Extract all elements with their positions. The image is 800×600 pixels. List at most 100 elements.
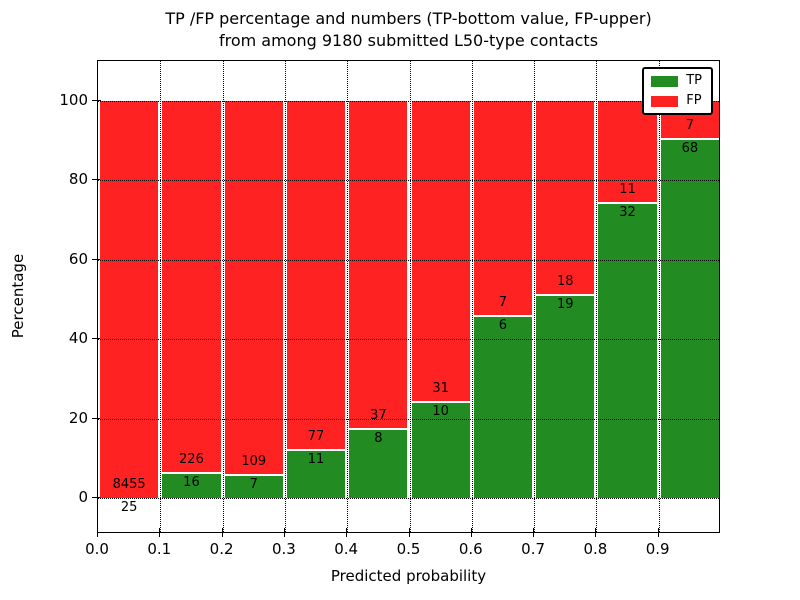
bar-count-label-tp: 8 bbox=[374, 430, 383, 446]
tp-legend-swatch bbox=[651, 75, 679, 87]
vertical-gridline bbox=[471, 61, 473, 532]
x-tick-label: 0.0 bbox=[85, 540, 109, 558]
x-axis-tick bbox=[657, 528, 659, 537]
y-axis-tick bbox=[92, 338, 101, 340]
horizontal-gridline bbox=[98, 498, 719, 500]
x-axis-label: Predicted probability bbox=[330, 567, 487, 585]
x-tick-label: 0.6 bbox=[458, 540, 483, 558]
x-tick-label: 0.5 bbox=[396, 540, 421, 558]
horizontal-gridline bbox=[98, 418, 719, 420]
bar-count-label-fp: 8455 bbox=[112, 477, 146, 493]
bar-segment-fp bbox=[224, 100, 283, 475]
bar-segment-fp bbox=[598, 100, 657, 203]
vertical-gridline bbox=[160, 61, 162, 532]
y-tick-label: 100 bbox=[59, 90, 88, 109]
bar-segment-fp bbox=[473, 100, 533, 315]
bar-segment-tp bbox=[598, 202, 657, 499]
bar-count-label-fp: 18 bbox=[556, 274, 574, 290]
bar-count-label-fp: 31 bbox=[432, 381, 449, 397]
bar-segment-fp bbox=[286, 100, 346, 449]
y-axis-tick bbox=[92, 497, 101, 499]
bar-segment-fp bbox=[162, 100, 221, 472]
bar-segment-tp bbox=[349, 427, 408, 499]
bar-segment-tp bbox=[411, 401, 470, 499]
legend-item-label: FP bbox=[686, 93, 702, 108]
legend: TP FP bbox=[642, 67, 713, 115]
bar-count-label-tp: 25 bbox=[120, 500, 138, 516]
bar-segment-fp bbox=[349, 100, 408, 428]
bar-count-label-fp: 11 bbox=[619, 182, 636, 198]
chart-title-line1: TP /FP percentage and numbers (TP-bottom… bbox=[165, 9, 652, 28]
y-axis-tick bbox=[92, 179, 101, 181]
bar-count-label-fp: 7 bbox=[685, 117, 694, 133]
vertical-gridline bbox=[284, 61, 286, 532]
bar-count-label-tp: 7 bbox=[249, 477, 258, 493]
fp-legend-swatch bbox=[651, 95, 679, 107]
horizontal-gridline bbox=[98, 100, 719, 102]
x-tick-label: 0.7 bbox=[521, 540, 546, 558]
bar-segment-tp bbox=[536, 294, 595, 499]
x-tick-label: 0.3 bbox=[271, 540, 296, 558]
y-tick-label: 80 bbox=[68, 170, 88, 189]
bar-segment-fp bbox=[100, 100, 159, 498]
y-tick-label: 40 bbox=[68, 329, 88, 348]
x-axis-tick bbox=[595, 528, 597, 537]
bar-count-label-tp: 16 bbox=[183, 474, 200, 490]
vertical-gridline bbox=[222, 61, 224, 532]
plot-area: TP FP 8455 25 226 16 109 7 77 11 37 8 31 10 7 6 18 19 11 3… bbox=[97, 60, 720, 533]
chart-title-line2: from among 9180 submitted L50-type conta… bbox=[218, 31, 599, 50]
legend-item: FP bbox=[651, 94, 702, 108]
horizontal-gridline bbox=[98, 180, 719, 182]
y-tick-label: 20 bbox=[68, 408, 88, 427]
x-axis-tick bbox=[408, 528, 410, 537]
x-tick-label: 0.8 bbox=[583, 540, 608, 558]
bar-count-label-tp: 68 bbox=[681, 140, 699, 156]
y-axis-tick bbox=[92, 417, 101, 419]
bar-count-label-tp: 11 bbox=[307, 451, 325, 467]
x-tick-label: 0.2 bbox=[209, 540, 234, 558]
x-axis-tick bbox=[159, 528, 161, 537]
bar-count-label-fp: 77 bbox=[307, 428, 325, 444]
chart-title: TP /FP percentage and numbers (TP-bottom… bbox=[97, 8, 720, 52]
vertical-gridline bbox=[347, 61, 349, 532]
vertical-gridline bbox=[534, 61, 536, 532]
y-tick-label: 0 bbox=[78, 488, 88, 507]
bar-count-label-fp: 37 bbox=[370, 407, 387, 423]
bar-segment-tp bbox=[473, 314, 533, 499]
bar-segment-tp bbox=[224, 474, 283, 499]
x-tick-label: 0.9 bbox=[645, 540, 670, 558]
x-axis-tick bbox=[97, 528, 98, 537]
vertical-gridline bbox=[409, 61, 411, 532]
vertical-gridline bbox=[596, 61, 598, 532]
bar-count-label-fp: 109 bbox=[241, 454, 267, 470]
bar-count-label-tp: 32 bbox=[619, 205, 636, 221]
x-axis-tick bbox=[283, 528, 285, 537]
legend-item-label: TP bbox=[686, 73, 702, 88]
horizontal-gridline bbox=[98, 259, 719, 261]
legend-item: TP bbox=[651, 74, 702, 88]
y-tick-label: 60 bbox=[68, 249, 88, 268]
x-axis-tick bbox=[470, 528, 472, 537]
bar-segment-tp bbox=[100, 497, 159, 499]
x-tick-label: 0.1 bbox=[147, 540, 172, 558]
y-axis-tick bbox=[92, 99, 101, 101]
vertical-gridline bbox=[658, 61, 660, 532]
y-axis-tick bbox=[92, 258, 101, 260]
x-axis-tick bbox=[346, 528, 348, 537]
bar-segment-tp bbox=[286, 448, 346, 499]
bar-count-label-tp: 10 bbox=[432, 404, 449, 420]
bar-count-label-tp: 19 bbox=[556, 297, 574, 313]
y-axis-label: Percentage bbox=[9, 253, 27, 339]
bar-count-label-tp: 6 bbox=[498, 317, 508, 333]
bar-segment-fp bbox=[411, 100, 470, 402]
bar-count-label-fp: 7 bbox=[498, 294, 508, 310]
bar-count-label-fp: 226 bbox=[179, 451, 204, 467]
x-axis-tick bbox=[533, 528, 535, 537]
bar-segment-tp bbox=[660, 137, 719, 499]
bar-segment-tp bbox=[162, 471, 221, 499]
horizontal-gridline bbox=[98, 339, 719, 341]
x-axis-tick bbox=[221, 528, 223, 537]
bar-segment-fp bbox=[536, 100, 595, 295]
x-tick-label: 0.4 bbox=[334, 540, 359, 558]
